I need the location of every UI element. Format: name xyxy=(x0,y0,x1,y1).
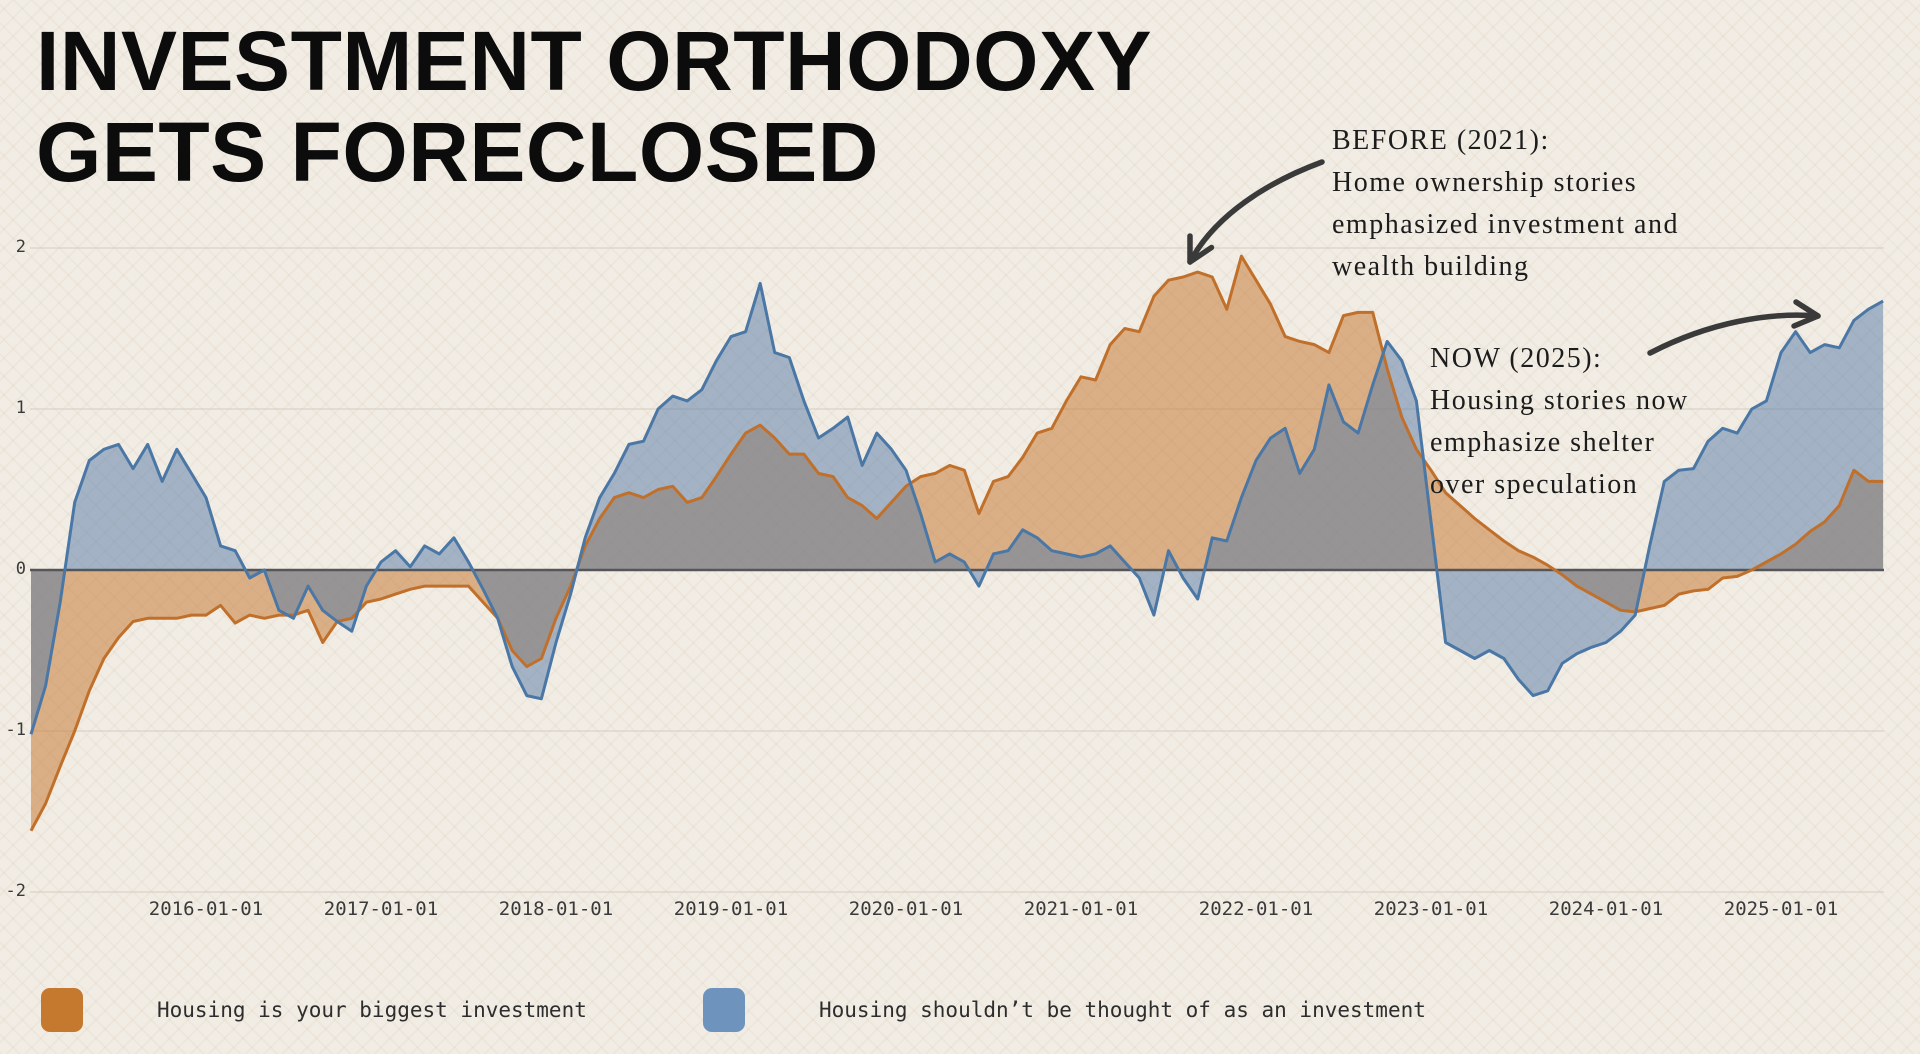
line-series-1 xyxy=(29,281,1884,735)
y-tick-label--2: -2 xyxy=(5,881,26,901)
annotation-now-2025: NOW (2025): Housing stories now emphasize … xyxy=(1430,338,1689,506)
y-tick-label-1: 1 xyxy=(15,398,26,418)
legend-item-not-investment: Housing shouldn’t be thought of as an in… xyxy=(703,988,1426,1032)
y-tick-label-0: 0 xyxy=(15,559,26,579)
legend-swatch-blue xyxy=(703,988,745,1032)
y-tick-label--1: -1 xyxy=(5,720,26,740)
line-series-0 xyxy=(29,254,1884,832)
y-tick-label-2: 2 xyxy=(15,237,26,257)
page-title-line2: GETS FORECLOSED xyxy=(36,105,879,199)
annotation-before-line1: BEFORE (2021): xyxy=(1332,125,1550,156)
x-tick-label-2016-01-01: 2016-01-01 xyxy=(148,898,264,920)
x-tick-label-2020-01-01: 2020-01-01 xyxy=(848,898,964,920)
legend-swatch-orange xyxy=(41,988,83,1032)
area-series-0 xyxy=(31,256,1884,831)
x-tick-label-2022-01-01: 2022-01-01 xyxy=(1198,898,1314,920)
x-tick-label-2024-01-01: 2024-01-01 xyxy=(1548,898,1664,920)
before-arrow xyxy=(1187,159,1325,265)
x-tick-label-2018-01-01: 2018-01-01 xyxy=(498,898,614,920)
x-tick-label-2017-01-01: 2017-01-01 xyxy=(323,898,439,920)
x-tick-label-2021-01-01: 2021-01-01 xyxy=(1023,898,1139,920)
x-tick-label-2019-01-01: 2019-01-01 xyxy=(673,898,789,920)
x-tick-label-2023-01-01: 2023-01-01 xyxy=(1373,898,1489,920)
now-arrow xyxy=(1647,312,1821,356)
annotation-now-line4: over speculation xyxy=(1430,469,1639,500)
legend-label-not-investment: Housing shouldn’t be thought of as an in… xyxy=(819,998,1426,1022)
x-tick-label-2025-01-01: 2025-01-01 xyxy=(1723,898,1839,920)
annotation-before-2021: BEFORE (2021): Home ownership stories emph… xyxy=(1332,120,1679,288)
page-title: INVESTMENT ORTHODOXY GETS FORECLOSED xyxy=(36,16,1152,198)
annotation-before-line2: Home ownership stories xyxy=(1332,167,1638,198)
legend-item-biggest-investment: Housing is your biggest investment xyxy=(41,988,587,1032)
now-arrow-head-icon xyxy=(1791,299,1821,329)
before-arrow-head-icon xyxy=(1187,233,1215,265)
annotation-now-line1: NOW (2025): xyxy=(1430,343,1603,374)
annotation-before-line3: emphasized investment and xyxy=(1332,209,1679,240)
page-title-line1: INVESTMENT ORTHODOXY xyxy=(36,14,1153,108)
annotation-now-line3: emphasize shelter xyxy=(1430,427,1656,458)
annotation-before-line4: wealth building xyxy=(1332,251,1530,282)
annotation-now-line2: Housing stories now xyxy=(1430,385,1689,416)
legend-label-biggest-investment: Housing is your biggest investment xyxy=(157,998,587,1022)
